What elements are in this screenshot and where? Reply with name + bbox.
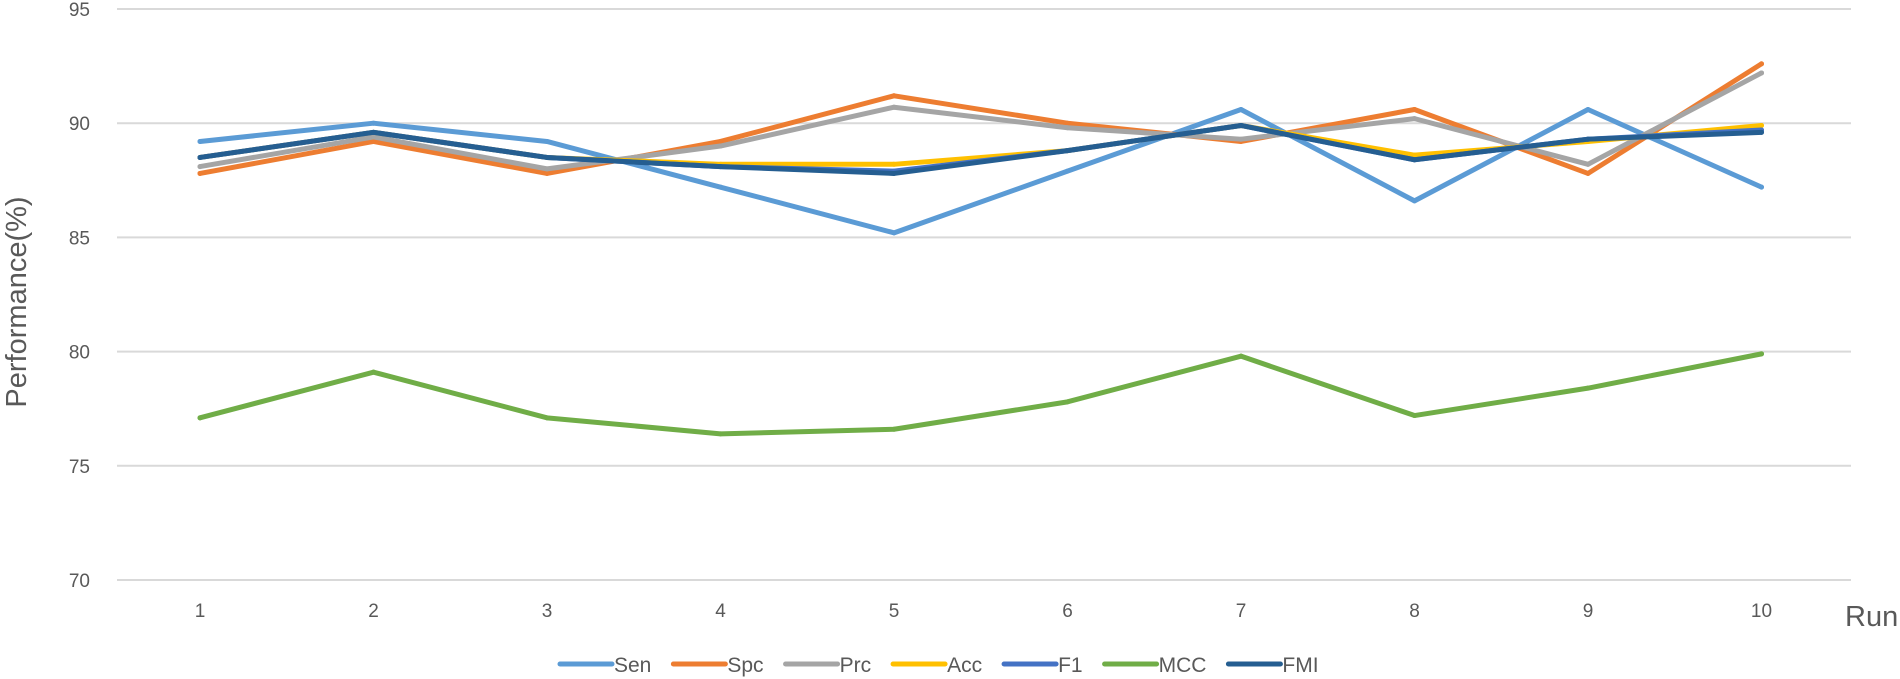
data-point [1065, 125, 1070, 131]
data-point [891, 104, 897, 110]
data-point [891, 170, 897, 176]
data-point [371, 369, 376, 375]
data-point [891, 230, 897, 236]
data-point [197, 154, 203, 160]
data-point [1585, 106, 1591, 112]
data-point [891, 426, 897, 432]
data-point [1759, 351, 1764, 357]
data-point [1238, 353, 1244, 359]
data-point [718, 184, 723, 190]
data-point [197, 138, 203, 144]
x-tick-label: 8 [1409, 601, 1420, 622]
data-point [544, 415, 550, 421]
x-tick-label: 4 [715, 601, 726, 622]
x-tick-label: 2 [368, 601, 379, 622]
data-point [891, 161, 897, 167]
data-point [1238, 136, 1244, 142]
data-point [371, 138, 376, 144]
data-point [1412, 152, 1417, 158]
data-point [197, 170, 203, 176]
data-point [718, 143, 723, 149]
data-point [1065, 168, 1070, 174]
series-fmi [197, 122, 1764, 176]
data-point [1759, 129, 1764, 135]
y-tick-label: 75 [69, 457, 90, 478]
data-point [1585, 136, 1591, 142]
series-sen [197, 106, 1764, 236]
legend-label: MCC [1159, 654, 1207, 677]
data-point [371, 129, 376, 135]
y-tick-label: 90 [69, 114, 90, 135]
data-point [1412, 116, 1417, 122]
data-point [371, 120, 376, 126]
x-axis-label: Run [1845, 601, 1898, 633]
legend-label: Acc [947, 654, 982, 677]
y-tick-label: 80 [69, 343, 90, 364]
legend-label: FMI [1282, 654, 1318, 677]
data-point [1412, 106, 1417, 112]
series-lines [197, 61, 1764, 437]
series-line-prc [197, 70, 1764, 172]
data-point [1412, 157, 1417, 163]
data-point [544, 138, 550, 144]
data-point [1759, 61, 1764, 67]
x-tick-label: 3 [542, 601, 553, 622]
legend-item-fmi: FMI [1225, 654, 1319, 677]
data-point [1759, 184, 1764, 190]
data-point [197, 415, 203, 421]
data-point [1585, 170, 1591, 176]
y-axis-ticks: 70 75 80 85 90 95 [69, 0, 90, 592]
data-point [1585, 161, 1591, 167]
x-tick-label: 7 [1236, 601, 1247, 622]
x-tick-label: 5 [889, 601, 900, 622]
data-point [544, 170, 550, 176]
data-point [718, 164, 723, 170]
legend-item-acc: Acc [890, 654, 982, 677]
data-point [1065, 120, 1070, 126]
legend: Sen Spc Prc Acc F1 MCC FMI [557, 654, 1319, 677]
data-point [1238, 122, 1244, 128]
y-axis-label: Performance(%) [1, 196, 33, 407]
series-mcc [197, 351, 1764, 437]
legend-item-sen: Sen [557, 654, 651, 677]
series-line-sen [197, 106, 1764, 236]
series-prc [197, 70, 1764, 172]
series-line-mcc [197, 351, 1764, 437]
data-point [1238, 106, 1244, 112]
data-point [891, 93, 897, 99]
data-point [1412, 413, 1417, 419]
data-point [1759, 70, 1764, 76]
data-point [718, 138, 723, 144]
y-tick-label: 95 [69, 0, 90, 21]
y-tick-label: 85 [69, 228, 90, 249]
data-point [1585, 385, 1591, 391]
x-axis-ticks: 1 2 3 4 5 6 7 8 9 10 [195, 601, 1772, 622]
x-tick-label: 6 [1062, 601, 1073, 622]
legend-label: Prc [840, 654, 872, 677]
y-tick-label: 70 [69, 571, 90, 592]
legend-label: F1 [1058, 654, 1083, 677]
data-point [718, 431, 723, 437]
data-point [197, 164, 203, 170]
data-point [544, 154, 550, 160]
gridlines [117, 8, 1851, 581]
legend-item-f1: F1 [1001, 654, 1083, 677]
data-point [544, 166, 550, 172]
series-line-fmi [197, 122, 1764, 176]
data-point [1759, 122, 1764, 128]
legend-label: Spc [727, 654, 763, 677]
data-point [1065, 148, 1070, 154]
x-tick-label: 9 [1583, 601, 1594, 622]
data-point [1412, 198, 1417, 204]
legend-item-prc: Prc [783, 654, 872, 677]
legend-item-spc: Spc [670, 654, 764, 677]
legend-label: Sen [614, 654, 651, 677]
legend-item-mcc: MCC [1102, 654, 1207, 677]
data-point [1065, 399, 1070, 405]
x-tick-label: 10 [1751, 601, 1772, 622]
data-point [371, 134, 376, 140]
x-tick-label: 1 [195, 601, 206, 622]
